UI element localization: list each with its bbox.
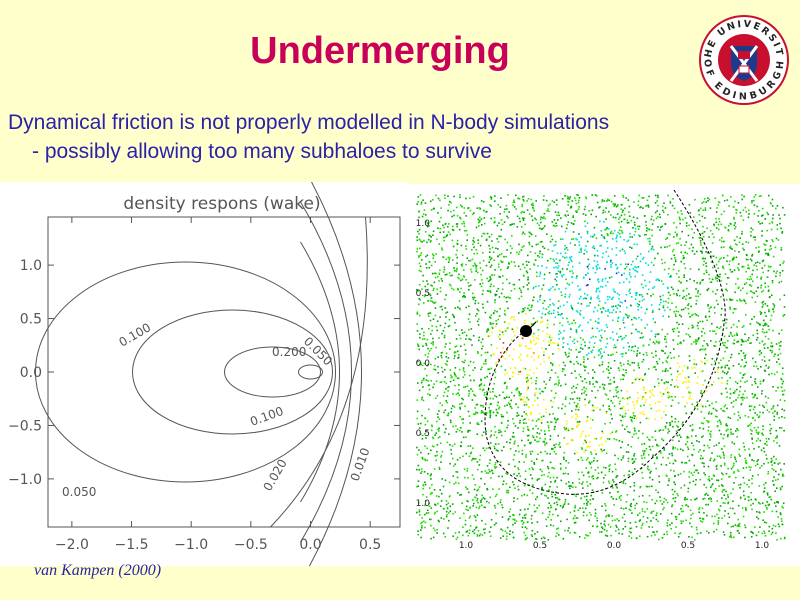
- subhalo-marker: [520, 325, 532, 337]
- contour-label: 0.020: [260, 457, 289, 494]
- university-of-edinburgh-logo: THE UNIVERSITY OF EDINBURGH: [698, 14, 789, 105]
- x-tick-label: −1.5: [115, 537, 149, 553]
- y-tick-label: 0.5: [20, 312, 42, 328]
- credit-citation: van Kampen (2000): [34, 562, 162, 579]
- particle-cloud: [416, 194, 786, 541]
- y-axis-ticks: 1.0 0.5 0.0 −0.5 −1.0: [8, 258, 400, 488]
- x-tick-label: 1.0: [459, 541, 474, 551]
- x-tick-label: 1.0: [755, 541, 770, 551]
- y-tick-label: 0.5: [416, 429, 430, 439]
- x-tick-label: 0.5: [359, 537, 381, 553]
- contour-line: [270, 216, 368, 528]
- contour-plot-panel: density respons (wake) 0.100 0.050 0.200 0.…: [0, 161, 408, 583]
- contour-lines: [35, 161, 368, 583]
- bullet-text: Dynamical friction is not properly model…: [8, 108, 609, 166]
- y-tick-label: 1.0: [416, 219, 431, 229]
- x-tick-label: −2.0: [55, 537, 89, 553]
- contour-label: 0.100: [117, 320, 154, 349]
- orbit-track: [484, 189, 726, 495]
- x-tick-label: −0.5: [234, 537, 268, 553]
- contour-line: [300, 161, 363, 583]
- y-tick-label: 0.0: [20, 365, 42, 381]
- contour-line: [300, 201, 353, 543]
- contour-line: [298, 364, 324, 380]
- contour-label: 0.050: [62, 485, 96, 499]
- y-tick-label: 1.0: [416, 499, 431, 509]
- contour-plot-title: density respons (wake): [123, 194, 320, 214]
- contour-plot: density respons (wake) 0.100 0.050 0.200 0.…: [8, 161, 401, 583]
- x-tick-label: 0.0: [607, 541, 622, 551]
- y-tick-label: −1.0: [8, 472, 42, 488]
- slide-title: Undermerging: [250, 30, 510, 72]
- simulation-scatter-plot: 1.0 0.5 0.0 0.5 1.0 1.0 0.5 0.0 0.5 1.0: [416, 189, 786, 551]
- x-tick-label: 0.0: [299, 537, 321, 553]
- contour-line: [300, 241, 340, 503]
- bullet-line-1: Dynamical friction is not properly model…: [8, 111, 610, 134]
- contour-line: [35, 261, 337, 483]
- x-axis-ticks: 1.0 0.5 0.0 0.5 1.0: [459, 541, 770, 551]
- x-tick-label: 0.5: [533, 541, 547, 551]
- y-tick-label: 1.0: [20, 258, 42, 274]
- y-tick-label: −0.5: [8, 418, 42, 434]
- simulation-scatter-panel: 1.0 0.5 0.0 0.5 1.0 1.0 0.5 0.0 0.5 1.0: [406, 184, 800, 566]
- contour-label: 0.100: [248, 404, 285, 429]
- x-tick-label: −1.0: [174, 537, 208, 553]
- castle-icon: [738, 51, 750, 59]
- bullet-line-2: - possibly allowing too many subhaloes t…: [32, 140, 492, 163]
- contour-line: [224, 346, 322, 398]
- contour-line: [132, 309, 334, 435]
- y-tick-label: 0.0: [416, 359, 431, 369]
- contour-label: 0.200: [272, 345, 306, 359]
- x-axis-ticks: −2.0 −1.5 −1.0 −0.5 0.0 0.5: [55, 217, 381, 553]
- x-tick-label: 0.5: [681, 541, 695, 551]
- contour-label: 0.010: [348, 446, 373, 483]
- y-axis-ticks: 1.0 0.5 0.0 0.5 1.0: [416, 219, 431, 509]
- y-tick-label: 0.5: [416, 289, 430, 299]
